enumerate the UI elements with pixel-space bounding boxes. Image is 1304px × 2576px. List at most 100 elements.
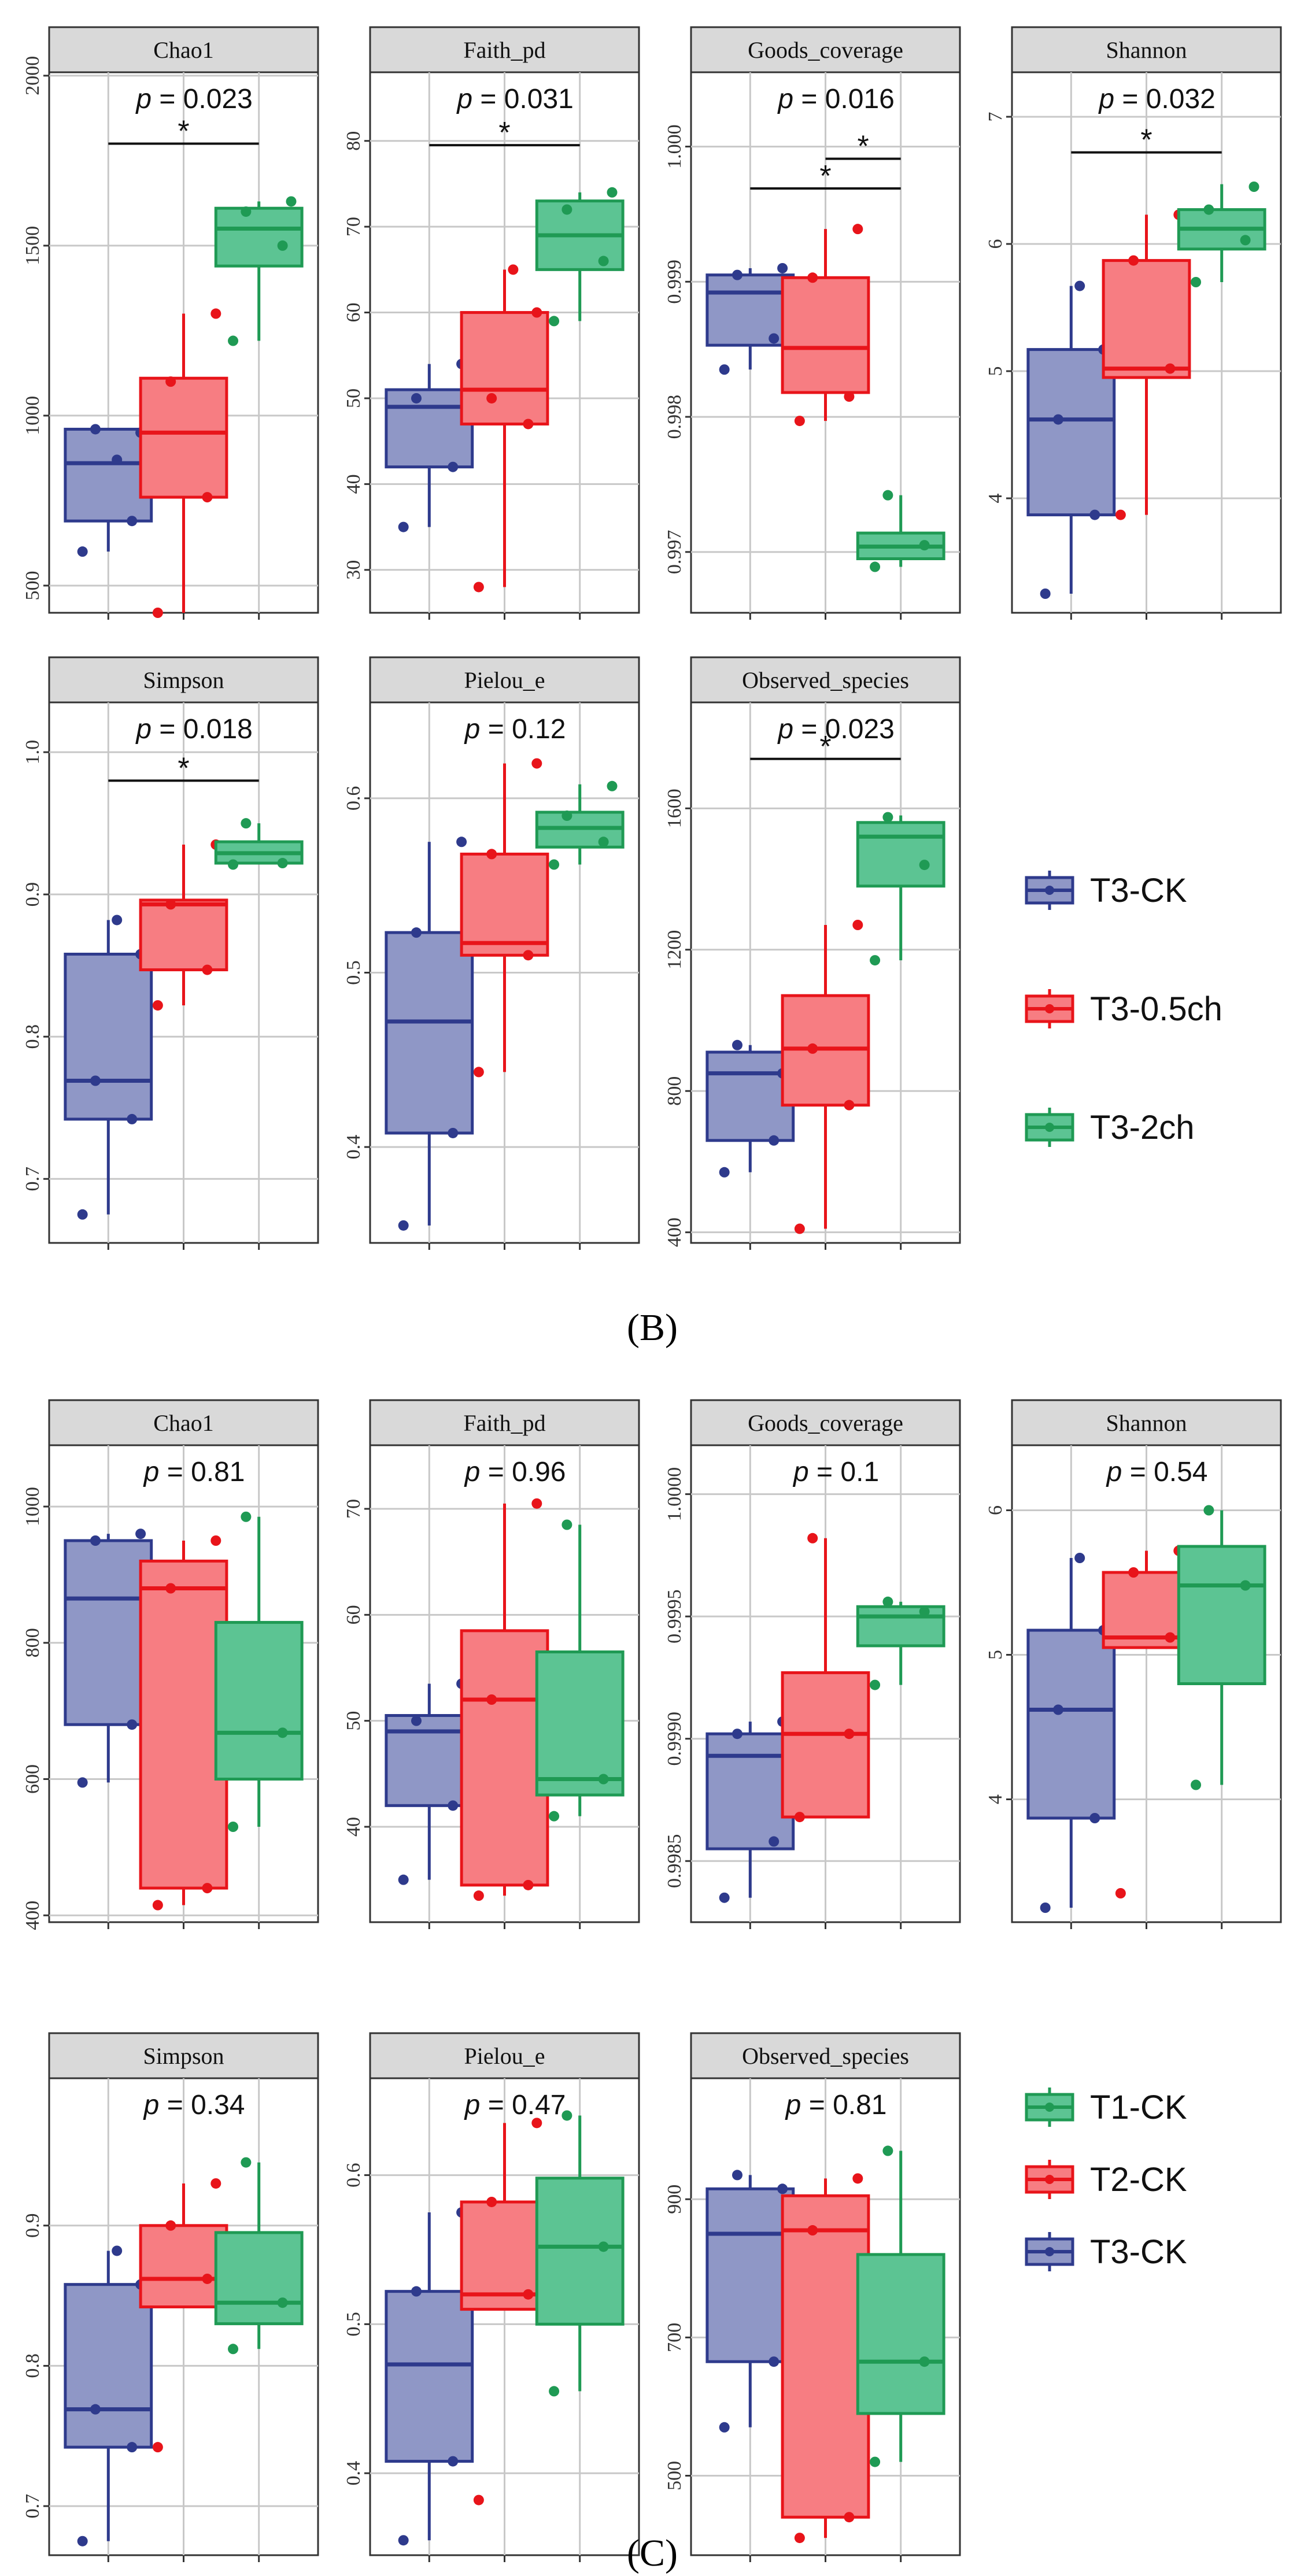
fig-c-panel-2: Goods_coverage 0.9985 0.9990 0.9995 1.0000 p … xyxy=(664,1399,961,1929)
fig-c-panel-2-ytick-label-3: 1.0000 xyxy=(664,1467,685,1522)
fig-b-panel-2-point-T3-0.5ch-2 xyxy=(807,272,818,283)
fig-c-panel-4-point-T2-CK-1 xyxy=(202,2273,213,2284)
fig-c-panel-0-point-T3-CK-1 xyxy=(127,1719,138,1730)
fig-c-panel-1-ytick-label-3: 70 xyxy=(343,1499,364,1519)
fig-c-panel-0-title: Chao1 xyxy=(153,1410,213,1436)
fig-c-panel-2-ytick-label-1: 0.9990 xyxy=(664,1712,685,1766)
fig-b-panel-0-box-T3-0.5ch xyxy=(139,308,228,618)
fig-c-panel-6-box-T2-CK xyxy=(781,2173,870,2544)
fig-b-panel-6-p-value: p = 0.023 xyxy=(777,714,895,745)
fig-c-legend-key-T2-CK xyxy=(1025,2160,1074,2199)
fig-c-panel-0-point-T2-CK-3 xyxy=(210,1535,221,1546)
fig-b-panel-0-point-T3-CK-2 xyxy=(90,424,101,435)
fig-b-panel-1-point-T3-CK-2 xyxy=(411,393,422,404)
fig-b-panel-5-strip xyxy=(369,656,640,704)
fig-c-panel-2-point-T2-CK-0 xyxy=(794,1812,805,1823)
fig-c-panel-6-point-T3-CK-1 xyxy=(769,2356,780,2367)
fig-b-panel-3-point-T3-CK-4 xyxy=(1074,280,1085,291)
fig-b-panel-0-strip xyxy=(48,26,319,73)
fig-c-panel-2-ytick-label-0: 0.9985 xyxy=(664,1834,685,1888)
fig-c-panel-4-ytick-label-2: 0.9 xyxy=(22,2214,43,2238)
fig-c-panel-2-title: Goods_coverage xyxy=(748,1410,903,1436)
fig-b-panel-3-point-T3-CK-1 xyxy=(1089,509,1100,520)
fig-b-legend-key-T3-CK xyxy=(1025,871,1074,910)
fig-b-panel-5-iqr-T3-CK xyxy=(385,931,474,1135)
fig-c-panel-1-ytick-label-0: 40 xyxy=(343,1817,364,1837)
fig-b-panel-4-ytick-label-0: 0.7 xyxy=(22,1167,43,1191)
fig-c-panel-0-iqr-T3-CK xyxy=(64,1539,153,1726)
fig-b-panel-4-box-T3-2ch xyxy=(214,818,304,870)
fig-b-panel-0-box-T3-2ch xyxy=(214,196,304,346)
fig-b-panel-1-bracket-star-0: * xyxy=(498,116,510,150)
fig-b-panel-0-point-T3-0.5ch-3 xyxy=(210,308,221,319)
fig-c-panel-4-point-T2-CK-3 xyxy=(210,2178,221,2189)
fig-b-panel-1-box-T3-0.5ch xyxy=(460,264,549,593)
fig-b-panel-4-point-T3-CK-1 xyxy=(127,1113,138,1124)
fig-b-panel-5-point-T3-CK-0 xyxy=(398,1220,409,1231)
fig-c-panel-5-point-T3-CK-1 xyxy=(448,2456,459,2467)
fig-b-panel-0-point-T3-0.5ch-0 xyxy=(152,608,163,618)
fig-c-panel-2-point-T1-CK-1 xyxy=(919,1606,930,1617)
fig-b-panel-2-ytick-label-0: 0.997 xyxy=(664,530,685,575)
fig-c-panel-4-point-T2-CK-0 xyxy=(152,2442,163,2453)
fig-c-panel-5-point-T2-CK-2 xyxy=(486,2196,497,2207)
fig-c-legend-dot-T2-CK xyxy=(1045,2175,1054,2184)
fig-b-panel-5-point-T3-2ch-1 xyxy=(598,837,609,847)
fig-c-panel-4-point-T1-CK-1 xyxy=(277,2297,288,2308)
fig-c-panel-6-strip xyxy=(690,2032,961,2079)
fig-b-panel-2-point-T3-2ch-1 xyxy=(919,540,930,551)
fig-c-panel-6-point-T2-CK-3 xyxy=(852,2173,863,2184)
fig-c-panel-5-title: Pielou_e xyxy=(464,2043,545,2069)
fig-c-panel-5-iqr-T1-CK xyxy=(535,2177,625,2326)
fig-b-panel-6-box-T3-CK xyxy=(705,1039,795,1178)
fig-c-panel-1-point-T3-CK-2 xyxy=(411,1715,422,1726)
fig-b-panel-2-point-T3-CK-1 xyxy=(769,333,780,344)
fig-b-panel-6-box-T3-2ch xyxy=(856,812,945,966)
fig-b-panel-4-point-T3-0.5ch-0 xyxy=(152,1000,163,1011)
fig-c-panel-3-point-T3-CK-0 xyxy=(1040,1903,1051,1913)
fig-c-panel-1-title: Faith_pd xyxy=(463,1410,545,1436)
fig-c-panel-5-point-T2-CK-3 xyxy=(531,2118,542,2129)
fig-c-panel-2-iqr-T3-CK xyxy=(705,1732,795,1850)
fig-b-panel-5-box-T3-0.5ch xyxy=(460,758,549,1078)
fig-b-panel-4-p-value: p = 0.018 xyxy=(135,714,253,745)
fig-b-panel-3-point-T3-2ch-3 xyxy=(1248,182,1259,192)
fig-b-panel-2-bracket-star-0: * xyxy=(819,160,831,193)
fig-b-panel-2-iqr-T3-0.5ch xyxy=(781,276,870,394)
fig-b-panel-6-iqr-T3-2ch xyxy=(856,821,945,888)
fig-b-panel-0-bracket-star-0: * xyxy=(178,114,189,148)
fig-c-panel-5-ytick-label-1: 0.5 xyxy=(343,2312,364,2337)
fig-c-panel-4-ytick-label-1: 0.8 xyxy=(22,2353,43,2378)
fig-c-panel-1-point-T3-CK-1 xyxy=(448,1800,459,1811)
fig-c-panel-0-point-T2-CK-1 xyxy=(202,1883,213,1894)
fig-c-panel-3-point-T3-CK-2 xyxy=(1052,1704,1063,1715)
fig-b-panel-2: Goods_coverage 0.997 0.998 0.999 1.000 * * p = … xyxy=(664,26,961,620)
fig-b-panel-3: Shannon 4 5 6 7 * p = 0.032 xyxy=(985,26,1282,620)
fig-b-panel-3-box-T3-0.5ch xyxy=(1102,209,1191,520)
fig-b-panel-6-point-T3-0.5ch-1 xyxy=(844,1100,855,1111)
fig-c-panel-1-ytick-label-2: 60 xyxy=(343,1605,364,1624)
fig-b-panel-0-point-T3-CK-4 xyxy=(112,454,123,465)
fig-c-panel-2-iqr-T2-CK xyxy=(781,1671,870,1819)
fig-b-panel-1-point-T3-0.5ch-2 xyxy=(486,393,497,404)
fig-c-panel-4-title: Simpson xyxy=(143,2043,224,2069)
fig-c-panel-5-point-T1-CK-1 xyxy=(598,2241,609,2252)
fig-b-panel-3-point-T3-0.5ch-2 xyxy=(1128,255,1139,266)
fig-b-panel-1-iqr-T3-CK xyxy=(385,388,474,469)
fig-b-panel-5-point-T3-CK-3 xyxy=(456,837,467,847)
fig-c-panel-6-iqr-T1-CK xyxy=(856,2253,945,2415)
fig-c-panel-1-box-T2-CK xyxy=(460,1498,549,1901)
fig-b-panel-0-point-T3-2ch-2 xyxy=(241,206,252,217)
fig-c-panel-3-point-T2-CK-1 xyxy=(1165,1632,1176,1643)
fig-b-panel-3-point-T3-CK-2 xyxy=(1052,414,1063,425)
fig-b-panel-0-ytick-label-1: 1000 xyxy=(22,396,43,435)
fig-b-panel-3-ytick-label-3: 7 xyxy=(985,112,1006,122)
fig-c-panel-0-point-T3-CK-0 xyxy=(77,1777,88,1788)
fig-c-panel-4: Simpson 0.7 0.8 0.9 p = 0.34 xyxy=(22,2032,319,2562)
fig-c-panel-4-point-T1-CK-0 xyxy=(228,2344,239,2355)
fig-c-panel-2-point-T2-CK-2 xyxy=(807,1533,818,1544)
fig-c-panel-2-point-T2-CK-1 xyxy=(844,1729,855,1739)
fig-b-panel-4-ytick-label-1: 0.8 xyxy=(22,1024,43,1049)
fig-b-panel-6-ytick-label-1: 800 xyxy=(664,1076,685,1106)
fig-b-legend-label-T3-CK: T3-CK xyxy=(1090,872,1187,909)
